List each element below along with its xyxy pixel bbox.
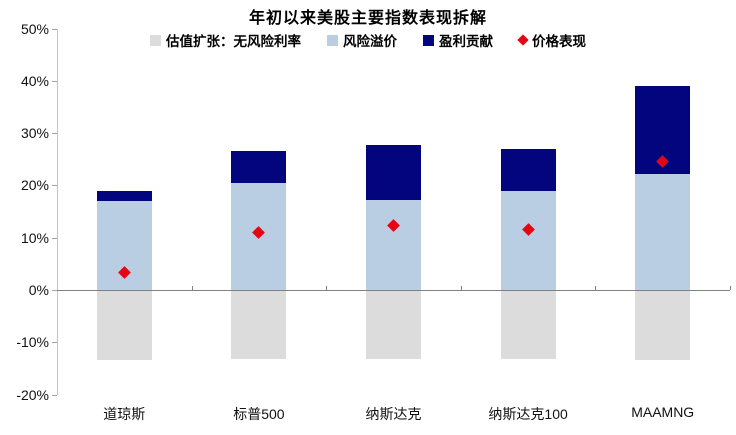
y-tick xyxy=(52,133,57,135)
bar-segment-盈利贡献 xyxy=(96,190,152,202)
x-axis-tick xyxy=(595,286,597,290)
legend-item: 价格表现 xyxy=(517,30,586,50)
bar-segment-估值扩张：无风险利率 xyxy=(96,290,152,361)
legend-diamond-icon xyxy=(517,34,529,46)
y-tick xyxy=(52,394,57,396)
legend-swatch-盈利贡献 xyxy=(423,34,434,46)
y-tick xyxy=(52,28,57,30)
legend-item: 盈利贡献 xyxy=(423,30,493,50)
bar-segment-盈利贡献 xyxy=(500,148,556,191)
y-tick xyxy=(52,80,57,82)
y-tick xyxy=(52,290,57,291)
bar-segment-盈利贡献 xyxy=(366,145,421,200)
bar-segment-风险溢价 xyxy=(500,190,556,290)
x-axis-tick xyxy=(730,286,731,290)
category-label: 道琼斯 xyxy=(103,406,146,422)
bar-segment-风险溢价 xyxy=(366,199,421,290)
legend-swatch-估值扩张：无风险利率 xyxy=(150,34,161,46)
y-axis-line xyxy=(57,28,58,395)
legend-swatch-风险溢价 xyxy=(327,34,338,46)
y-tick-label: 30% xyxy=(20,125,49,142)
y-tick xyxy=(52,237,57,239)
x-axis-tick xyxy=(191,286,193,290)
legend-label: 价格表现 xyxy=(532,34,586,49)
category-label: 纳斯达克 xyxy=(365,406,422,422)
legend-label: 盈利贡献 xyxy=(439,34,493,49)
bar-segment-估值扩张：无风险利率 xyxy=(231,290,287,360)
y-tick-label: 50% xyxy=(20,20,49,37)
y-tick-label: -10% xyxy=(16,334,49,351)
x-axis-tick xyxy=(326,286,328,290)
legend-label: 风险溢价 xyxy=(343,34,397,49)
bar-segment-盈利贡献 xyxy=(231,151,287,183)
legend: 估值扩张：无风险利率 风险溢价 盈利贡献 价格表现 xyxy=(0,30,736,50)
category-label: 纳斯达克100 xyxy=(488,406,568,422)
y-tick-label: 10% xyxy=(20,229,49,246)
legend-item: 估值扩张：无风险利率 xyxy=(150,30,301,50)
bar-segment-估值扩张：无风险利率 xyxy=(366,290,421,360)
y-tick-label: -20% xyxy=(16,386,49,403)
bar-segment-风险溢价 xyxy=(635,174,691,290)
y-tick xyxy=(52,342,57,344)
category-label: MAAMNG xyxy=(631,404,695,420)
y-tick xyxy=(52,185,57,187)
bar-segment-估值扩张：无风险利率 xyxy=(500,290,556,359)
y-tick-label: 0% xyxy=(28,282,49,298)
y-tick-label: 40% xyxy=(20,72,49,89)
zero-line xyxy=(57,290,730,291)
legend-item: 风险溢价 xyxy=(327,30,397,50)
chart-title: 年初以来美股主要指数表现拆解 xyxy=(248,10,487,27)
category-label: 标普500 xyxy=(233,406,285,422)
y-tick-label: 20% xyxy=(20,177,49,194)
legend-label: 估值扩张：无风险利率 xyxy=(166,34,301,49)
bar-segment-估值扩张：无风险利率 xyxy=(635,290,691,361)
x-axis-tick xyxy=(460,286,462,290)
